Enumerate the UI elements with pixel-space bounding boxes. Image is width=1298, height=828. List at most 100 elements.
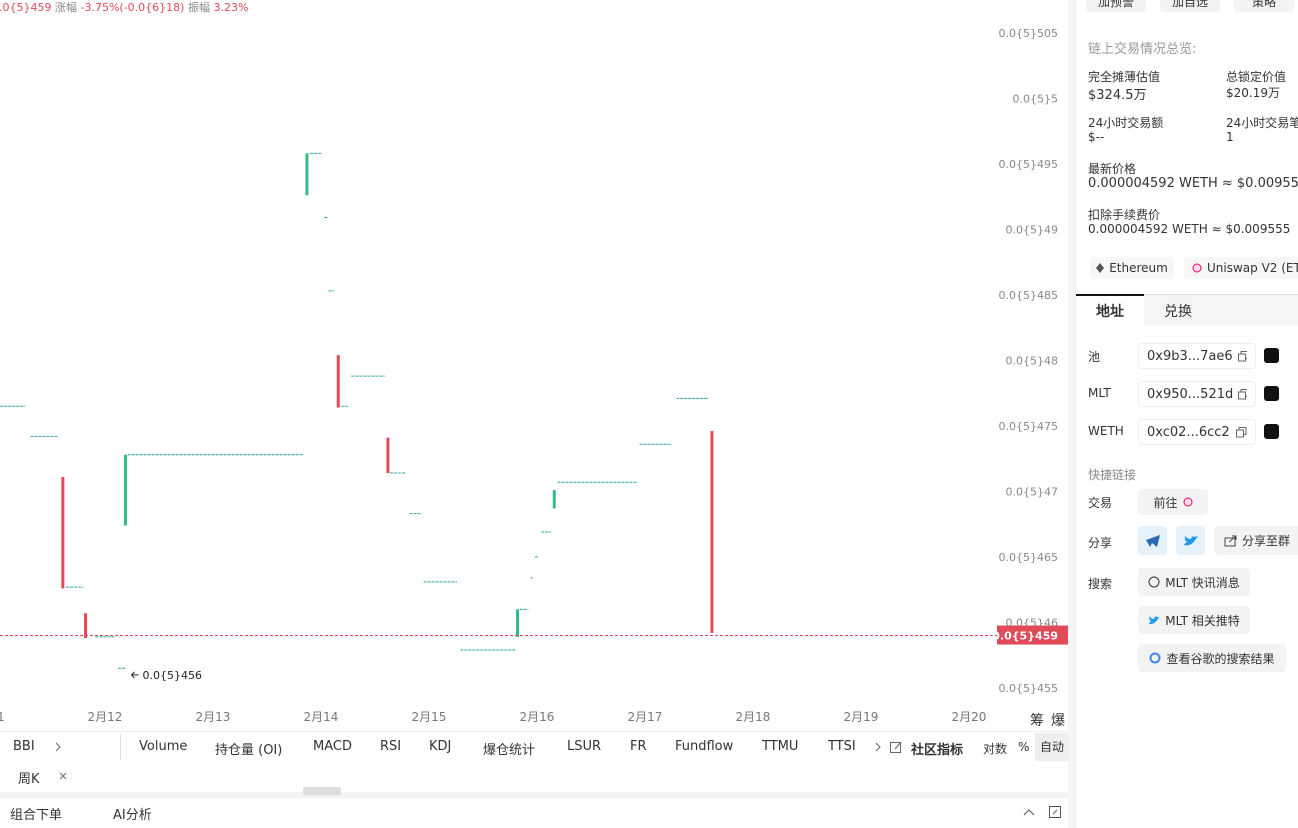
twitter-icon: [1149, 616, 1160, 625]
interval-tab[interactable]: 周K: [18, 772, 40, 787]
candle: [552, 490, 556, 509]
resize-handle[interactable]: [303, 787, 341, 795]
candle: [516, 609, 520, 637]
indicator-tab[interactable]: LSUR: [567, 739, 602, 754]
address-box[interactable]: 0xc02...6cc2: [1138, 419, 1256, 445]
x-tick-label: 2月14: [304, 710, 339, 724]
main-indicator[interactable]: BBI: [13, 739, 35, 754]
price-label: 最新价格: [1088, 162, 1137, 176]
x-tick-label: 2月12: [88, 710, 123, 724]
indicator-tab[interactable]: RSI: [380, 739, 402, 754]
y-tick-label: 0.0{5}495: [999, 158, 1059, 171]
button-text: MLT 相关推特: [1165, 613, 1240, 628]
resize-strip: [0, 792, 1068, 798]
search-news[interactable]: MLT 快讯消息: [1138, 568, 1250, 596]
share-group-button[interactable]: 分享至群: [1214, 526, 1298, 555]
tab[interactable]: 地址: [1096, 304, 1124, 320]
y-tick-label: 0.0{5}475: [999, 420, 1059, 433]
uni-icon: [1192, 263, 1202, 273]
order-tab[interactable]: 组合下单: [10, 808, 63, 823]
address-box[interactable]: 0x9b3...7ae6: [1138, 343, 1256, 369]
address-box[interactable]: 0x950...521d: [1138, 381, 1256, 407]
edit-icon[interactable]: [889, 740, 903, 754]
change-label: 涨幅: [55, 1, 77, 14]
collapse-icon[interactable]: [1022, 806, 1036, 818]
indicator-tab[interactable]: KDJ: [429, 739, 452, 754]
indicator-tab[interactable]: Fundflow: [675, 739, 734, 754]
indicator-tab[interactable]: 持仓量 (OI): [215, 743, 283, 758]
x-tick-label: 2月16: [520, 710, 555, 724]
dex-chip[interactable]: Uniswap V2 (ETH: [1184, 257, 1298, 279]
splitter[interactable]: [1068, 0, 1075, 828]
indicator-tab[interactable]: TTMU: [762, 739, 799, 754]
side-panel: 加预警 加自选 策略 链上交易情况总览: 完全摊薄估值 $324.5万 总锁定价…: [1075, 0, 1298, 828]
okx-link[interactable]: [1264, 348, 1279, 363]
amplitude-label: 振幅: [187, 1, 210, 14]
y-tick-label: 0.0{5}455: [999, 682, 1059, 695]
amplitude: 3.23%: [213, 1, 249, 14]
okx-link[interactable]: [1264, 386, 1279, 401]
copy-icon[interactable]: [1236, 426, 1247, 438]
copy-icon[interactable]: [1238, 388, 1247, 400]
log-scale[interactable]: 对数: [983, 742, 1008, 756]
chain-chip[interactable]: Ethereum: [1090, 257, 1174, 279]
x-tick-label: 2月18: [736, 710, 771, 724]
indicator-tab[interactable]: FR: [630, 739, 647, 754]
low-label: 0.0{5}456: [142, 669, 202, 682]
candle: [84, 613, 88, 639]
stat-value: $--: [1088, 130, 1105, 144]
stat-label: 总锁定价值: [1226, 70, 1287, 84]
okx-link[interactable]: [1264, 424, 1279, 439]
trade-button[interactable]: 前往: [1138, 489, 1208, 515]
indicator-tab[interactable]: 爆仓统计: [483, 743, 536, 758]
auto-scale[interactable]: 自动: [1035, 733, 1069, 761]
price-value: 0.000004592 WETH ≈ $0.009555: [1088, 176, 1298, 191]
x-tick-label: 2月15: [412, 710, 447, 724]
tab[interactable]: 兑换: [1164, 304, 1192, 320]
twitter-button[interactable]: [1176, 526, 1205, 555]
x-tick-label: 11: [0, 710, 5, 724]
address-label: 池: [1088, 350, 1101, 364]
button-text: 分享至群: [1242, 534, 1291, 548]
telegram-button[interactable]: [1138, 526, 1167, 555]
chart: 0.0{5}505 0.0{5}5 0.0{5}495 0.0{5}49 0.0{5}4…: [0, 27, 1068, 724]
change: -3.75%(-0.0{6}18): [80, 1, 185, 14]
links-title: 快捷链接: [1088, 468, 1137, 482]
liquidation[interactable]: 爆: [1051, 713, 1065, 729]
last-price-tag: [997, 625, 1068, 645]
candle: [710, 431, 714, 633]
share-label: 分享: [1088, 536, 1113, 550]
strategy-button[interactable]: 策略: [1234, 0, 1294, 12]
button-text: 前往: [1153, 495, 1178, 510]
chevron[interactable]: [53, 741, 63, 753]
expand-icon[interactable]: [1048, 805, 1062, 819]
search-twitter[interactable]: MLT 相关推特: [1138, 606, 1250, 634]
chip-text: Ethereum: [1109, 261, 1168, 275]
x-tick-label: 2月13: [196, 710, 231, 724]
candle: [305, 153, 309, 196]
chip-text: Uniswap V2 (ETH: [1207, 261, 1298, 275]
button-text: 查看谷歌的搜索结果: [1166, 651, 1275, 666]
close-price: 0.0{5}459: [0, 1, 52, 14]
ai-tab[interactable]: AI分析: [113, 808, 152, 823]
y-tick-label: 0.0{5}47: [1006, 485, 1059, 498]
alert-button[interactable]: 加预警: [1086, 0, 1146, 12]
y-tick-label: 0.0{5}49: [1006, 223, 1059, 236]
divider: [0, 731, 1068, 732]
tab-active-bg: [1076, 294, 1144, 327]
close-icon[interactable]: [58, 771, 68, 781]
watch-button[interactable]: 加自选: [1160, 0, 1220, 12]
indicator-tab[interactable]: TTSI: [828, 739, 856, 754]
y-tick-label: 0.0{5}485: [999, 289, 1059, 302]
indicator-tab[interactable]: Volume: [139, 739, 188, 754]
chip-dist[interactable]: 筹: [1030, 713, 1044, 729]
y-tick-label: 0.0{5}465: [999, 551, 1059, 564]
copy-icon[interactable]: [1237, 350, 1247, 362]
chevron[interactable]: [873, 741, 883, 753]
candle: [336, 355, 340, 408]
search-google[interactable]: 查看谷歌的搜索结果: [1138, 644, 1286, 672]
community-indicators[interactable]: 社区指标: [911, 743, 964, 758]
percent-scale[interactable]: %: [1018, 740, 1030, 754]
indicator-tab[interactable]: MACD: [313, 739, 352, 754]
